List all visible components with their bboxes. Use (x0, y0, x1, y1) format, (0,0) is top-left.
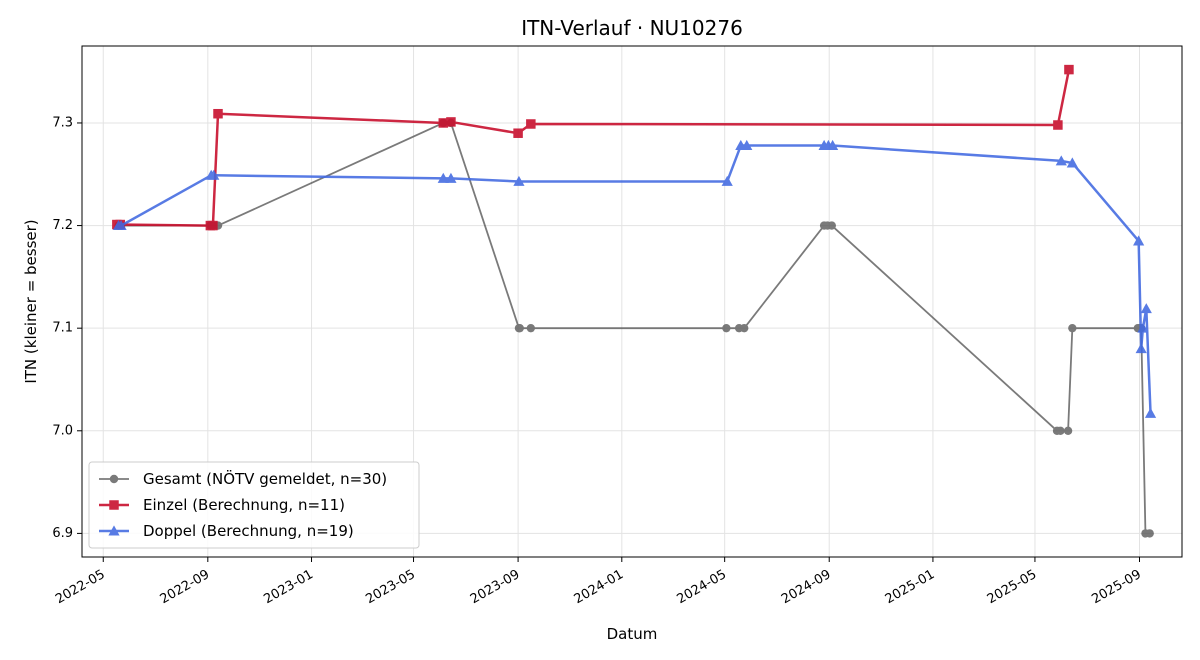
legend-item-1: Einzel (Berechnung, n=11) (99, 496, 345, 514)
series-1-point (1053, 120, 1063, 130)
legend-swatch-marker (109, 500, 119, 510)
series-1-point (438, 118, 449, 128)
series-2-point (445, 172, 457, 183)
series-0-point (722, 323, 731, 333)
series-0-point (1063, 426, 1073, 435)
series-2 (112, 139, 1157, 418)
series-2-point (1140, 303, 1152, 314)
series-2-point (1133, 235, 1145, 246)
y-tick-label: 7.2 (52, 218, 73, 233)
series-0-point (515, 323, 524, 333)
legend: Gesamt (NÖTV gemeldet, n=30) Einzel (Bere… (88, 461, 420, 549)
x-axis-label: Datum (607, 625, 658, 643)
series-2-point (1066, 157, 1078, 168)
legend-swatch-marker (109, 474, 119, 484)
y-tick-label: 7.1 (52, 321, 73, 336)
series-0-point (827, 221, 836, 230)
series-0-point (740, 323, 749, 333)
legend-label: Doppel (Berechnung, n=19) (143, 522, 354, 540)
series-2-point (1137, 322, 1149, 333)
series-2-point (721, 175, 733, 186)
series-layer (112, 64, 1157, 538)
series-1-point (446, 117, 456, 127)
legend-box (88, 461, 420, 549)
series-0-point (1056, 426, 1065, 435)
legend-item-0: Gesamt (NÖTV gemeldet, n=30) (99, 469, 387, 488)
series-2-point (827, 139, 839, 151)
series-2-point (513, 175, 525, 186)
legend-item-2: Doppel (Berechnung, n=19) (99, 522, 354, 540)
series-1-point (526, 119, 536, 129)
series-2-point (1135, 343, 1147, 354)
y-tick-label: 7.0 (52, 423, 73, 438)
series-0-point (526, 323, 536, 333)
chart-title: ITN-Verlauf · NU10276 (521, 16, 743, 40)
series-0-point (1068, 323, 1077, 333)
legend-label: Gesamt (NÖTV gemeldet, n=30) (143, 469, 387, 488)
plot-frame (81, 45, 1183, 558)
series-2-point (208, 169, 220, 180)
series-1-point (213, 108, 223, 119)
legend-swatch-marker (108, 525, 120, 536)
y-tick-label: 7.3 (52, 115, 73, 130)
series-1-point (208, 220, 218, 231)
series-2-point (741, 139, 753, 151)
series-2-point (115, 219, 127, 231)
y-axis-label: ITN (kleiner = besser) (22, 219, 40, 383)
series-0-point (1145, 529, 1154, 538)
series-2-point (1055, 155, 1067, 166)
series-1-point (513, 128, 523, 138)
series-1-point (1064, 64, 1074, 75)
legend-label: Einzel (Berechnung, n=11) (143, 496, 345, 514)
y-tick-label: 6.9 (52, 526, 73, 541)
series-2-point (1144, 407, 1157, 418)
series-2-point (437, 172, 449, 183)
